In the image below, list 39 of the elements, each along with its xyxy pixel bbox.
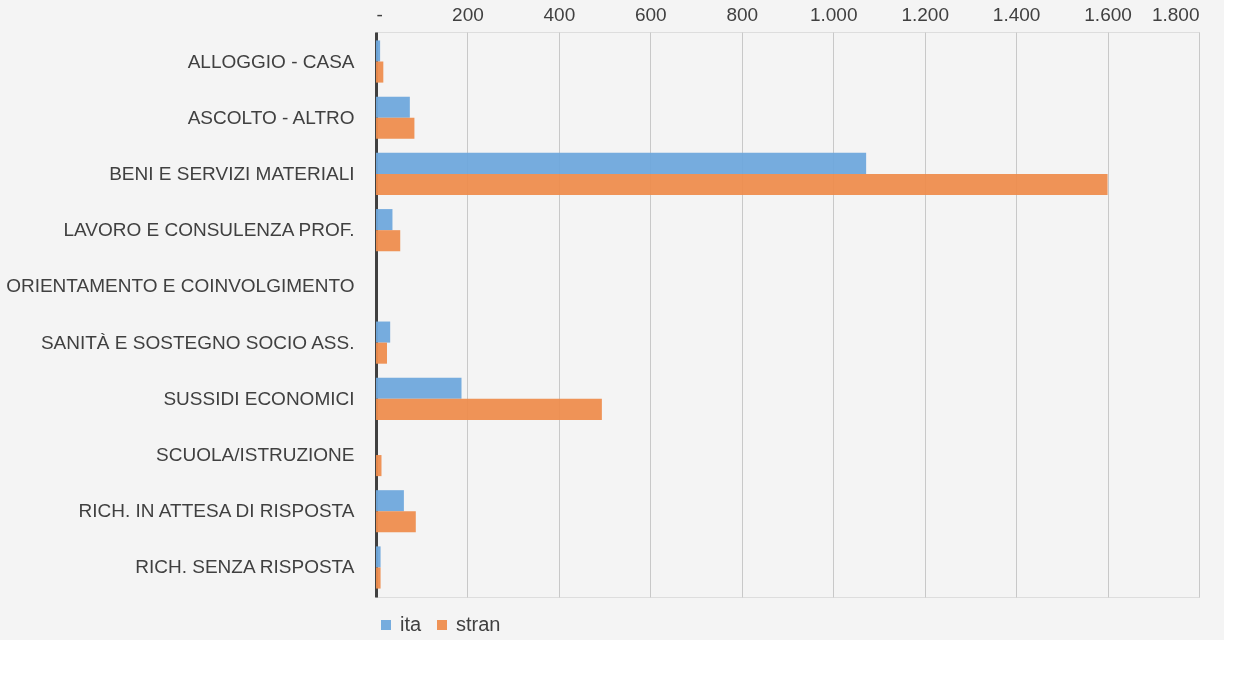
y-tick-label: RICH. SENZA RISPOSTA: [135, 556, 355, 578]
x-tick-label: 200: [452, 3, 484, 25]
bar: [376, 398, 602, 420]
y-tick-label: SUSSIDI ECONOMICI: [163, 387, 355, 409]
y-tick-label: SCUOLA/ISTRUZIONE: [156, 444, 355, 466]
bar: [376, 40, 381, 62]
bar: [376, 377, 462, 399]
y-tick-label: ASCOLTO - ALTRO: [187, 106, 355, 128]
bar: [376, 209, 393, 231]
bar: [376, 173, 1108, 196]
x-tick-label: 1.600: [1084, 3, 1132, 25]
y-tick-label: SANITÀ E SOSTEGNO SOCIO ASS.: [40, 331, 355, 353]
bar: [376, 546, 381, 568]
x-tick-label: 1.200: [901, 3, 949, 25]
x-tick-label: 400: [543, 3, 576, 25]
legend-label: ita: [400, 613, 422, 635]
bar: [376, 455, 382, 477]
y-tick-label: RICH. IN ATTESA DI RISPOSTA: [78, 500, 355, 522]
bar: [376, 342, 387, 364]
y-tick-label: BENI E SERVIZI MATERIALI: [109, 162, 355, 184]
bar: [376, 61, 384, 83]
y-tick-label: LAVORO E CONSULENZA PROF.: [63, 219, 355, 241]
bar: [376, 96, 410, 118]
x-tick-label: -: [376, 3, 383, 25]
x-tick-label: 1.400: [992, 3, 1041, 25]
bar: [376, 490, 404, 512]
bar: [376, 567, 381, 589]
bar: [376, 230, 401, 252]
x-tick-label: 800: [726, 3, 759, 25]
x-tick-label: 1.000: [809, 3, 858, 25]
legend-label: stran: [456, 613, 501, 635]
bar: [376, 117, 415, 139]
x-tick-label: 1.800: [1151, 3, 1200, 25]
bar: [376, 321, 391, 343]
x-tick-label: 600: [634, 3, 667, 25]
y-tick-label: ALLOGGIO - CASA: [187, 50, 355, 72]
y-tick-label: ORIENTAMENTO E COINVOLGIMENTO: [6, 275, 355, 297]
bar: [376, 511, 416, 533]
bar: [376, 152, 867, 174]
